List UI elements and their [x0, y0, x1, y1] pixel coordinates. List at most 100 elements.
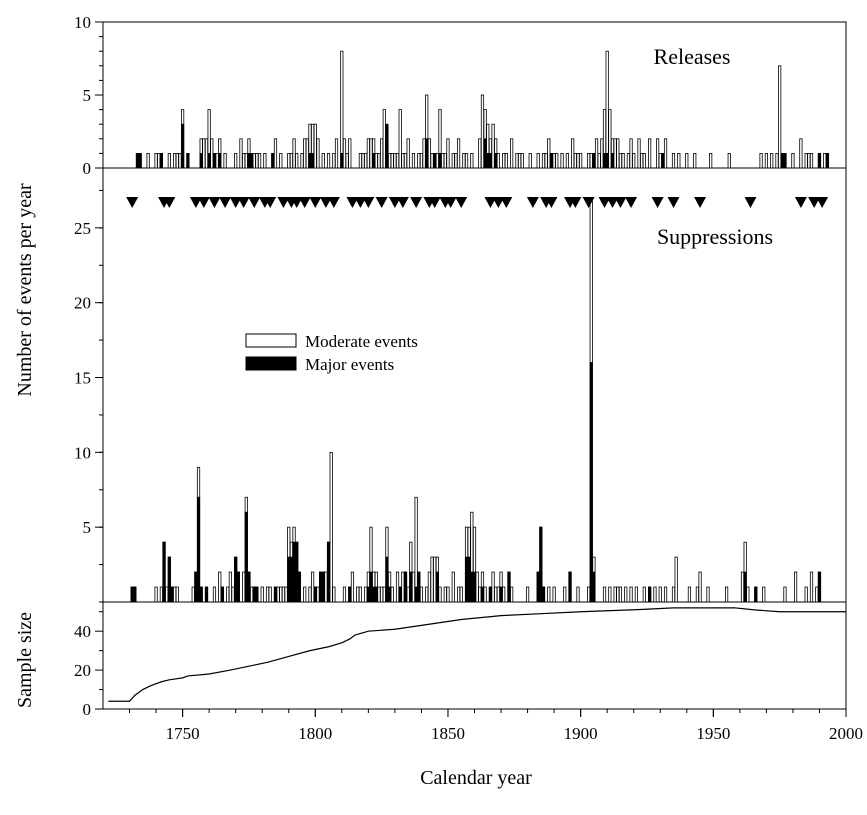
legend-swatch-major — [245, 356, 297, 371]
suppressions-moderate-bar-1748 — [175, 586, 179, 603]
releases-moderate-bar-1749 — [178, 152, 182, 169]
releases-moderate-bar-1890 — [552, 152, 556, 169]
releases-moderate-bar-1922 — [637, 138, 641, 169]
suppressions-moderate-bar-1977 — [783, 586, 787, 603]
releases-major-bar-1909 — [602, 152, 607, 169]
releases-panel-title: Releases — [654, 44, 731, 69]
releases-moderate-bar-1975 — [778, 65, 782, 169]
releases-moderate-bar-1795 — [300, 152, 304, 169]
suppressions-moderate-bar-1786 — [276, 586, 280, 603]
suppressions-moderate-bar-1935 — [671, 586, 676, 603]
x-tick-label-1800: 1800 — [298, 724, 332, 743]
event-marker-1793 — [290, 197, 303, 208]
releases-moderate-bar-1839 — [417, 152, 421, 169]
releases-moderate-bar-1920 — [632, 152, 636, 169]
releases-moderate-bar-1904 — [589, 152, 593, 169]
suppressions-moderate-bar-1914 — [616, 586, 620, 603]
event-marker-1807 — [327, 197, 340, 208]
releases-moderate-bar-1850 — [446, 138, 450, 169]
releases-moderate-bar-1863 — [480, 94, 485, 169]
suppressions-moderate-bar-1888 — [547, 586, 551, 603]
releases-major-bar-1976 — [780, 152, 784, 169]
releases-major-bar-1798 — [308, 152, 312, 169]
releases-moderate-bar-1919 — [629, 138, 633, 169]
releases-moderate-bar-1888 — [547, 138, 551, 169]
suppressions-moderate-bar-1849 — [443, 586, 447, 603]
releases-major-bar-1822 — [372, 152, 376, 169]
y-axis-label: Number of events per year — [14, 183, 36, 397]
releases-moderate-bar-1886 — [541, 152, 546, 169]
releases-moderate-bar-1852 — [451, 152, 455, 169]
suppressions-major-bar-1863 — [480, 586, 485, 603]
suppressions-moderate-bar-1924 — [642, 586, 646, 603]
releases-moderate-bar-1930 — [658, 152, 662, 169]
releases-moderate-bar-1871 — [502, 152, 506, 169]
event-marker-1964 — [744, 197, 757, 208]
event-marker-1820 — [362, 197, 375, 208]
event-marker-1866 — [484, 197, 497, 208]
releases-major-bar-1868 — [494, 152, 498, 169]
event-marker-1915 — [614, 197, 627, 208]
sample-size-axis-label: Sample size — [14, 612, 36, 708]
releases-moderate-bar-1872 — [504, 152, 508, 169]
releases-major-bar-1977 — [783, 152, 787, 169]
releases-moderate-bar-1929 — [656, 138, 660, 169]
legend-swatch-moderate — [245, 333, 297, 348]
suppressions-moderate-bar-1963 — [746, 586, 750, 603]
releases-moderate-bar-1819 — [364, 152, 368, 169]
event-marker-1935 — [667, 197, 680, 208]
suppressions-major-bar-1962 — [743, 571, 747, 603]
releases-moderate-bar-1987 — [809, 152, 814, 169]
suppressions-moderate-bar-1861 — [475, 571, 479, 603]
event-marker-1988 — [808, 197, 821, 208]
releases-moderate-bar-1891 — [555, 152, 559, 169]
releases-major-bar-1910 — [605, 152, 609, 169]
suppressions-moderate-bar-1744 — [165, 586, 169, 603]
suppressions-major-bar-1732 — [133, 586, 137, 603]
suppressions-moderate-bar-1936 — [674, 556, 678, 603]
releases-moderate-bar-1846 — [435, 152, 439, 169]
suppressions-moderate-bar-1894 — [563, 586, 567, 603]
releases-moderate-bar-1884 — [536, 152, 540, 169]
suppressions-moderate-bar-1833 — [401, 571, 405, 603]
suppressions-moderate-bar-1780 — [260, 586, 264, 603]
suppressions-moderate-bar-1928 — [653, 586, 657, 603]
releases-major-bar-1847 — [438, 152, 442, 169]
suppressions-moderate-bar-1838 — [414, 496, 418, 603]
releases-moderate-bar-1881 — [528, 152, 532, 169]
releases-moderate-bar-1849 — [443, 152, 447, 169]
suppressions-moderate-bar-1850 — [446, 586, 450, 603]
suppressions-moderate-bar-1909 — [602, 586, 607, 603]
releases-moderate-bar-1857 — [464, 152, 469, 169]
event-marker-1817 — [354, 197, 367, 208]
legend-label-major: Major events — [305, 355, 394, 374]
event-marker-1838 — [410, 197, 423, 208]
releases-moderate-bar-1911 — [608, 109, 612, 169]
suppressions-moderate-bar-1814 — [350, 571, 355, 603]
suppressions-major-bar-1859 — [470, 571, 474, 603]
suppressions-moderate-bar-1843 — [427, 571, 431, 603]
suppressions-major-bar-1745 — [167, 556, 171, 603]
event-marker-1745 — [163, 197, 176, 208]
suppressions-moderate-bar-1789 — [284, 586, 288, 603]
suppressions-major-bar-1896 — [568, 571, 572, 603]
releases-moderate-bar-1844 — [430, 152, 434, 169]
suppressions-major-bar-1770 — [234, 556, 238, 603]
releases-moderate-bar-1770 — [234, 152, 238, 169]
suppressions-moderate-bar-1840 — [419, 586, 424, 603]
suppressions-major-bar-1823 — [374, 586, 378, 603]
suppressions-moderate-bar-1989 — [815, 586, 819, 603]
event-marker-1788 — [277, 197, 290, 208]
event-marker-1731 — [126, 197, 139, 208]
suppressions-moderate-bar-1842 — [425, 586, 429, 603]
legend: Moderate events Major events — [245, 332, 418, 374]
suppressions-y-tick-label-10: 10 — [74, 443, 91, 462]
releases-moderate-bar-1790 — [287, 152, 291, 169]
sample-size-y-tick-label-20: 20 — [74, 661, 91, 680]
releases-major-bar-1750 — [181, 123, 185, 169]
event-markers — [126, 197, 829, 208]
releases-moderate-bar-1781 — [263, 152, 267, 169]
releases-moderate-bar-1874 — [510, 138, 514, 169]
releases-moderate-bar-1854 — [456, 138, 461, 169]
releases-moderate-bar-1810 — [340, 50, 344, 169]
